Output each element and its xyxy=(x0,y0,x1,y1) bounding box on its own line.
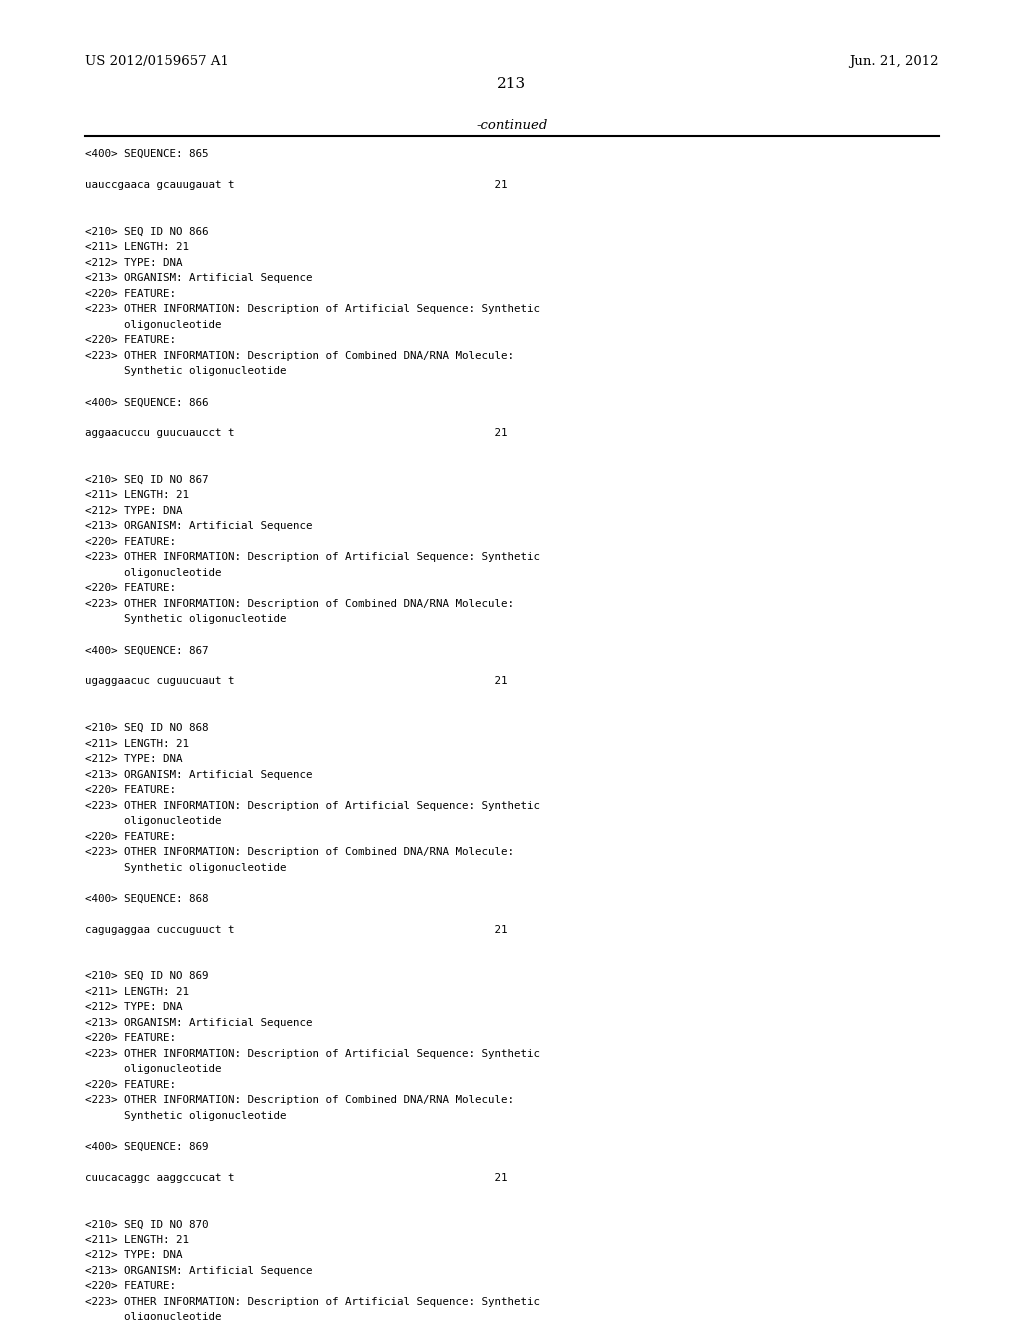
Text: <210> SEQ ID NO 869: <210> SEQ ID NO 869 xyxy=(85,972,209,981)
Text: <213> ORGANISM: Artificial Sequence: <213> ORGANISM: Artificial Sequence xyxy=(85,521,312,532)
Text: <223> OTHER INFORMATION: Description of Artificial Sequence: Synthetic: <223> OTHER INFORMATION: Description of … xyxy=(85,552,540,562)
Text: Jun. 21, 2012: Jun. 21, 2012 xyxy=(850,55,939,69)
Text: <220> FEATURE:: <220> FEATURE: xyxy=(85,335,176,346)
Text: <400> SEQUENCE: 868: <400> SEQUENCE: 868 xyxy=(85,894,209,904)
Text: <211> LENGTH: 21: <211> LENGTH: 21 xyxy=(85,739,189,748)
Text: <220> FEATURE:: <220> FEATURE: xyxy=(85,1282,176,1291)
Text: <220> FEATURE:: <220> FEATURE: xyxy=(85,289,176,298)
Text: Synthetic oligonucleotide: Synthetic oligonucleotide xyxy=(85,863,287,873)
Text: <210> SEQ ID NO 867: <210> SEQ ID NO 867 xyxy=(85,475,209,484)
Text: <220> FEATURE:: <220> FEATURE: xyxy=(85,583,176,594)
Text: <212> TYPE: DNA: <212> TYPE: DNA xyxy=(85,1250,182,1261)
Text: Synthetic oligonucleotide: Synthetic oligonucleotide xyxy=(85,1111,287,1121)
Text: <211> LENGTH: 21: <211> LENGTH: 21 xyxy=(85,986,189,997)
Text: <211> LENGTH: 21: <211> LENGTH: 21 xyxy=(85,490,189,500)
Text: uauccgaaca gcauugauat t                                        21: uauccgaaca gcauugauat t 21 xyxy=(85,180,508,190)
Text: <220> FEATURE:: <220> FEATURE: xyxy=(85,785,176,795)
Text: <212> TYPE: DNA: <212> TYPE: DNA xyxy=(85,506,182,516)
Text: <210> SEQ ID NO 870: <210> SEQ ID NO 870 xyxy=(85,1220,209,1229)
Text: oligonucleotide: oligonucleotide xyxy=(85,1064,221,1074)
Text: <213> ORGANISM: Artificial Sequence: <213> ORGANISM: Artificial Sequence xyxy=(85,1018,312,1028)
Text: -continued: -continued xyxy=(476,119,548,132)
Text: <400> SEQUENCE: 869: <400> SEQUENCE: 869 xyxy=(85,1142,209,1152)
Text: <223> OTHER INFORMATION: Description of Combined DNA/RNA Molecule:: <223> OTHER INFORMATION: Description of … xyxy=(85,599,514,609)
Text: <223> OTHER INFORMATION: Description of Artificial Sequence: Synthetic: <223> OTHER INFORMATION: Description of … xyxy=(85,1296,540,1307)
Text: cuucacaggc aaggccucat t                                        21: cuucacaggc aaggccucat t 21 xyxy=(85,1172,508,1183)
Text: <220> FEATURE:: <220> FEATURE: xyxy=(85,1080,176,1090)
Text: <211> LENGTH: 21: <211> LENGTH: 21 xyxy=(85,1236,189,1245)
Text: <212> TYPE: DNA: <212> TYPE: DNA xyxy=(85,754,182,764)
Text: <223> OTHER INFORMATION: Description of Artificial Sequence: Synthetic: <223> OTHER INFORMATION: Description of … xyxy=(85,1048,540,1059)
Text: <212> TYPE: DNA: <212> TYPE: DNA xyxy=(85,1002,182,1012)
Text: <213> ORGANISM: Artificial Sequence: <213> ORGANISM: Artificial Sequence xyxy=(85,1266,312,1276)
Text: <223> OTHER INFORMATION: Description of Artificial Sequence: Synthetic: <223> OTHER INFORMATION: Description of … xyxy=(85,800,540,810)
Text: ugaggaacuc cuguucuaut t                                        21: ugaggaacuc cuguucuaut t 21 xyxy=(85,676,508,686)
Text: aggaacuccu guucuaucct t                                        21: aggaacuccu guucuaucct t 21 xyxy=(85,428,508,438)
Text: <400> SEQUENCE: 865: <400> SEQUENCE: 865 xyxy=(85,149,209,160)
Text: <223> OTHER INFORMATION: Description of Combined DNA/RNA Molecule:: <223> OTHER INFORMATION: Description of … xyxy=(85,1096,514,1105)
Text: oligonucleotide: oligonucleotide xyxy=(85,568,221,578)
Text: Synthetic oligonucleotide: Synthetic oligonucleotide xyxy=(85,366,287,376)
Text: <210> SEQ ID NO 868: <210> SEQ ID NO 868 xyxy=(85,723,209,733)
Text: 213: 213 xyxy=(498,77,526,91)
Text: oligonucleotide: oligonucleotide xyxy=(85,1312,221,1320)
Text: oligonucleotide: oligonucleotide xyxy=(85,816,221,826)
Text: <400> SEQUENCE: 867: <400> SEQUENCE: 867 xyxy=(85,645,209,656)
Text: <211> LENGTH: 21: <211> LENGTH: 21 xyxy=(85,243,189,252)
Text: <223> OTHER INFORMATION: Description of Artificial Sequence: Synthetic: <223> OTHER INFORMATION: Description of … xyxy=(85,304,540,314)
Text: <210> SEQ ID NO 866: <210> SEQ ID NO 866 xyxy=(85,227,209,236)
Text: <400> SEQUENCE: 866: <400> SEQUENCE: 866 xyxy=(85,397,209,408)
Text: <223> OTHER INFORMATION: Description of Combined DNA/RNA Molecule:: <223> OTHER INFORMATION: Description of … xyxy=(85,351,514,360)
Text: <220> FEATURE:: <220> FEATURE: xyxy=(85,537,176,546)
Text: oligonucleotide: oligonucleotide xyxy=(85,319,221,330)
Text: US 2012/0159657 A1: US 2012/0159657 A1 xyxy=(85,55,229,69)
Text: Synthetic oligonucleotide: Synthetic oligonucleotide xyxy=(85,615,287,624)
Text: <212> TYPE: DNA: <212> TYPE: DNA xyxy=(85,257,182,268)
Text: <220> FEATURE:: <220> FEATURE: xyxy=(85,832,176,842)
Text: <220> FEATURE:: <220> FEATURE: xyxy=(85,1034,176,1043)
Text: <223> OTHER INFORMATION: Description of Combined DNA/RNA Molecule:: <223> OTHER INFORMATION: Description of … xyxy=(85,847,514,857)
Text: cagugaggaa cuccuguuct t                                        21: cagugaggaa cuccuguuct t 21 xyxy=(85,924,508,935)
Text: <213> ORGANISM: Artificial Sequence: <213> ORGANISM: Artificial Sequence xyxy=(85,273,312,284)
Text: <213> ORGANISM: Artificial Sequence: <213> ORGANISM: Artificial Sequence xyxy=(85,770,312,780)
